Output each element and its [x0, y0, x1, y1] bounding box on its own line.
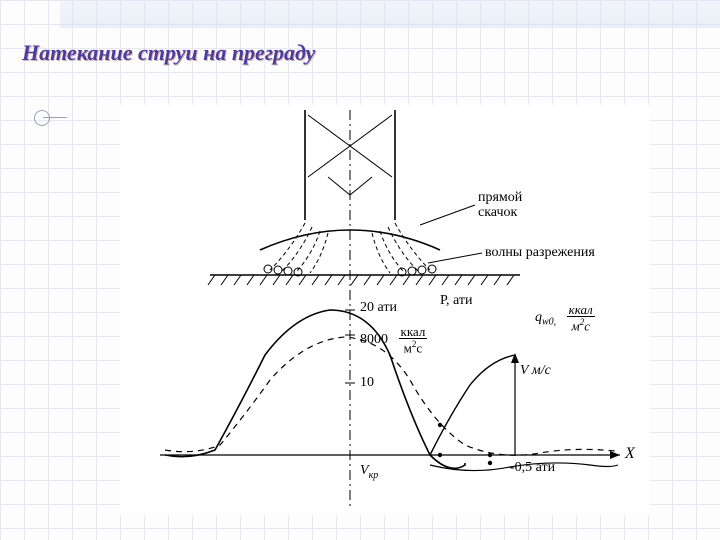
label-qw0: qw0, ккал м2с — [535, 303, 595, 332]
rf-r3 — [380, 231, 404, 272]
leader-raref — [428, 253, 482, 263]
label-minus05: -0,5 ати — [510, 460, 555, 476]
label-vkr: Vкр — [360, 463, 378, 481]
bullet-icon — [34, 110, 50, 126]
dot-3 — [488, 453, 492, 457]
label-v: V м/с — [520, 363, 551, 379]
label-x: X — [625, 445, 635, 463]
nozzle-short2 — [350, 177, 372, 195]
v-arrow-icon — [511, 353, 519, 363]
nozzle-short1 — [328, 177, 350, 195]
x-arrow-icon — [610, 451, 620, 459]
rf-l3 — [296, 231, 320, 272]
label-rarefaction: волны разрежения — [485, 245, 595, 261]
jet-diagram: прямой скачок волны разрежения Р, ати qw… — [120, 105, 650, 515]
rf-l2 — [282, 227, 312, 271]
v-curve — [430, 355, 515, 455]
rf-l1 — [270, 223, 305, 270]
leader-shock — [420, 205, 475, 225]
tick-label-10: 10 — [360, 375, 374, 391]
dot-2 — [438, 453, 442, 457]
rf-r4 — [372, 233, 390, 273]
rf-l4 — [310, 233, 328, 273]
page-title: Натекание струи на преграду — [22, 40, 315, 66]
rf-r1 — [395, 223, 430, 270]
dot-4 — [488, 461, 492, 465]
label-shock: прямой скачок — [478, 190, 522, 221]
ground-hatch — [208, 275, 514, 285]
tick-label-20: 20 ати — [360, 300, 397, 316]
tick-label-8000: 8000 ккал м2с — [360, 325, 427, 354]
rf-r2 — [388, 227, 418, 271]
dot-1 — [438, 423, 442, 427]
label-p-axis: Р, ати — [440, 293, 473, 309]
